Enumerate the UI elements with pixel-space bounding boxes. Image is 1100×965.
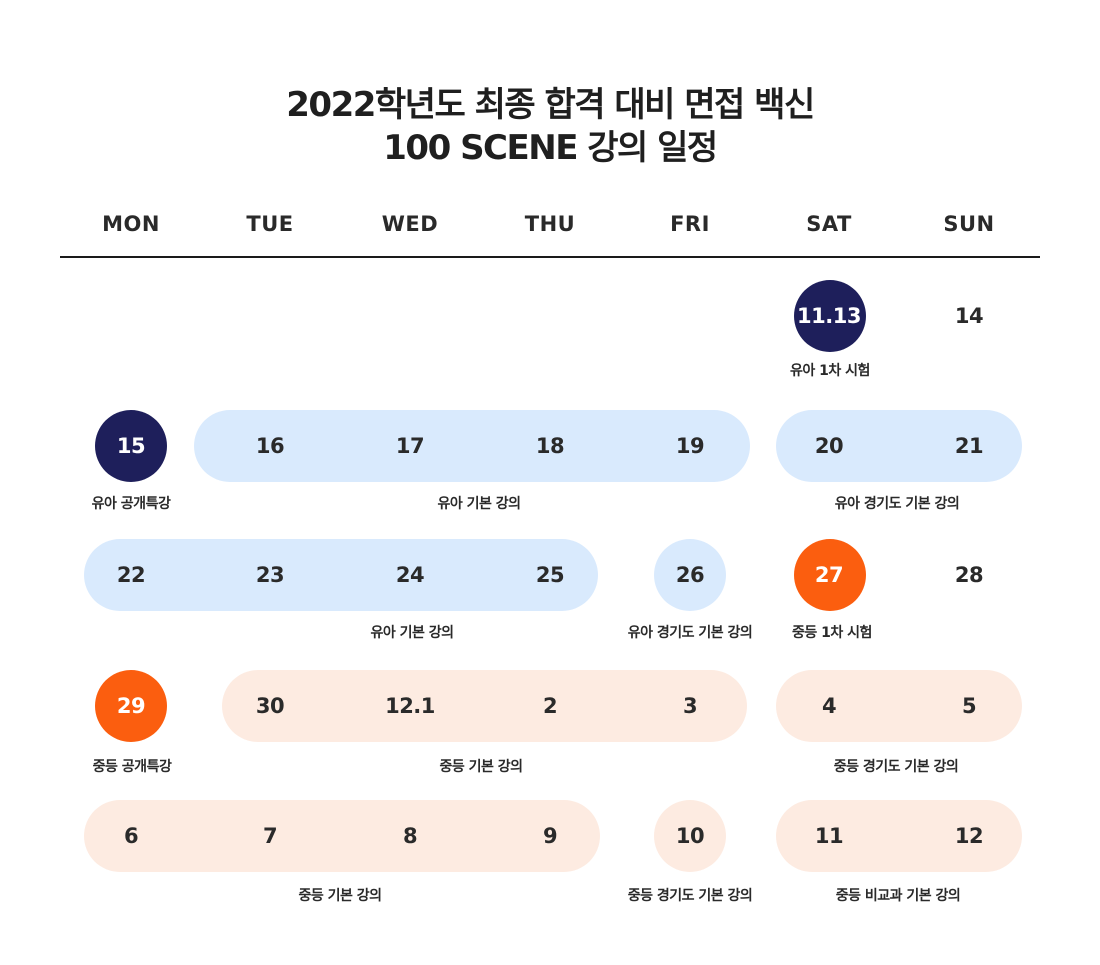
event-label: 유아 기본 강의	[437, 496, 521, 512]
day-marker-exam	[794, 539, 866, 611]
day-marker-gyeonggi-lecture	[654, 800, 726, 872]
day-number: 21	[954, 434, 984, 458]
event-label: 중등 1차 시험	[792, 625, 872, 641]
day-number: 2	[542, 694, 558, 718]
day-number: 24	[395, 563, 425, 587]
event-label: 유아 기본 강의	[370, 625, 454, 641]
event-label: 유아 1차 시험	[790, 363, 870, 379]
event-label: 유아 경기도 기본 강의	[834, 496, 960, 512]
day-number: 15	[116, 434, 146, 458]
title-line-1: 2022학년도 최종 합격 대비 면접 백신	[286, 85, 815, 125]
header-divider	[60, 256, 1040, 258]
day-marker-gyeonggi-lecture	[654, 539, 726, 611]
day-number: 17	[395, 434, 425, 458]
day-number: 29	[116, 694, 146, 718]
event-label: 중등 비교과 기본 강의	[835, 888, 961, 904]
day-number: 25	[535, 563, 565, 587]
day-number: 11.13	[797, 304, 861, 328]
day-number: 20	[814, 434, 844, 458]
event-label: 유아 경기도 기본 강의	[627, 625, 753, 641]
day-number: 8	[402, 824, 418, 848]
day-number: 4	[821, 694, 837, 718]
day-number: 3	[682, 694, 698, 718]
event-bar-basic-lecture	[194, 410, 750, 482]
weekday-wed: WED	[381, 212, 439, 236]
weekday-thu: THU	[524, 212, 576, 236]
day-number: 7	[262, 824, 278, 848]
weekday-sun: SUN	[943, 212, 995, 236]
weekday-tue: TUE	[246, 212, 294, 236]
day-number: 18	[535, 434, 565, 458]
event-bar-basic-lecture	[84, 800, 600, 872]
event-bar-basic-lecture	[222, 670, 747, 742]
event-bar-extracurricular-lecture	[776, 800, 1022, 872]
day-number: 10	[675, 824, 705, 848]
page-title: 2022학년도 최종 합격 대비 면접 백신 100 SCENE 강의 일정	[0, 84, 1100, 170]
weekday-sat: SAT	[806, 212, 852, 236]
day-number: 26	[675, 563, 705, 587]
day-marker-special-lecture	[95, 670, 167, 742]
day-number: 16	[255, 434, 285, 458]
day-marker-exam	[794, 280, 866, 352]
day-number: 19	[675, 434, 705, 458]
day-number: 6	[123, 824, 139, 848]
event-bar-gyeonggi-lecture	[776, 670, 1022, 742]
event-bar-basic-lecture	[84, 539, 598, 611]
event-label: 중등 경기도 기본 강의	[833, 759, 959, 775]
day-marker-special-lecture	[95, 410, 167, 482]
day-number: 12	[954, 824, 984, 848]
event-label: 중등 기본 강의	[439, 759, 523, 775]
event-label: 중등 기본 강의	[298, 888, 382, 904]
event-bar-gyeonggi-lecture	[776, 410, 1022, 482]
day-number: 27	[814, 563, 844, 587]
day-number: 30	[255, 694, 285, 718]
event-label: 중등 경기도 기본 강의	[627, 888, 753, 904]
title-line-2: 100 SCENE 강의 일정	[383, 128, 718, 168]
event-label: 유아 공개특강	[91, 496, 171, 512]
day-number: 14	[954, 304, 984, 328]
event-label: 중등 공개특강	[92, 759, 172, 775]
weekday-mon: MON	[102, 212, 160, 236]
day-number: 28	[954, 563, 984, 587]
day-number: 23	[255, 563, 285, 587]
day-number: 22	[116, 563, 146, 587]
day-number: 12.1	[385, 694, 435, 718]
weekday-fri: FRI	[670, 212, 710, 236]
day-number: 11	[814, 824, 844, 848]
day-number: 9	[542, 824, 558, 848]
day-number: 5	[961, 694, 977, 718]
